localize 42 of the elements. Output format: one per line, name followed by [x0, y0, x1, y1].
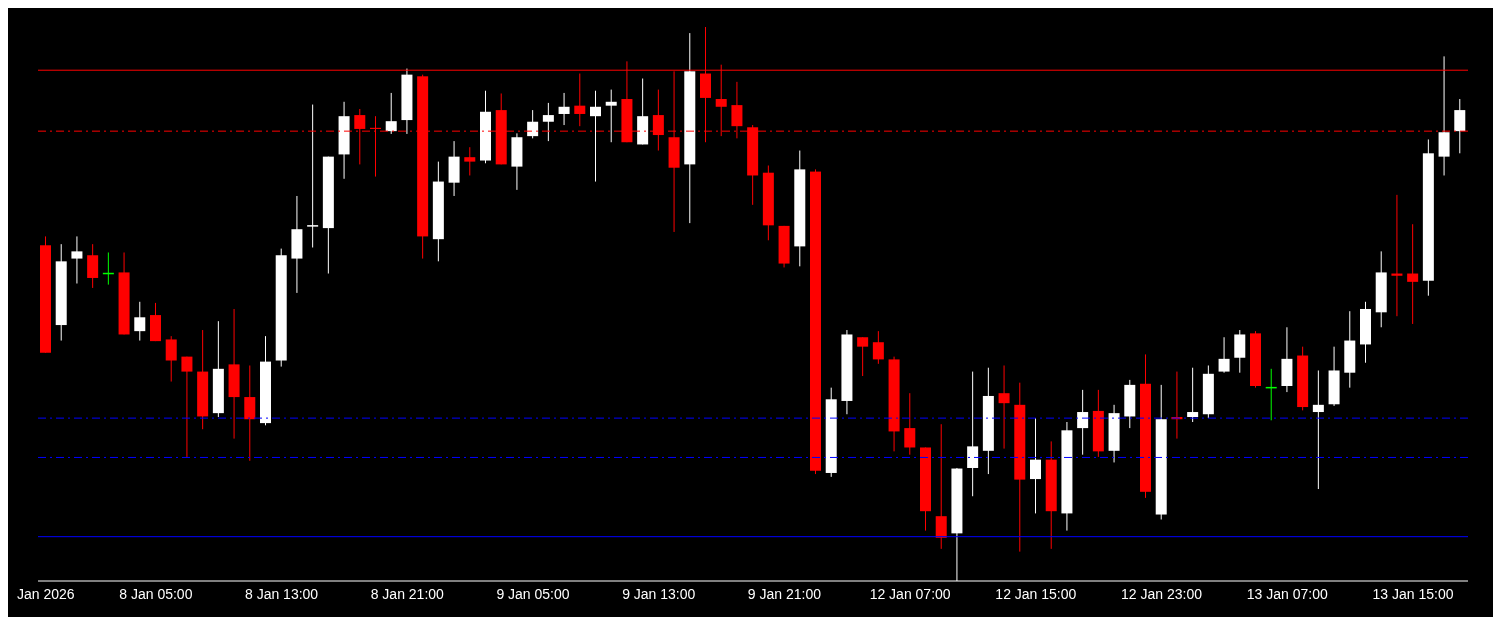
x-tick-label: 8 Jan 21:00 — [370, 585, 445, 602]
candlestick — [87, 243, 99, 289]
candlestick — [165, 335, 177, 383]
candlestick — [857, 336, 869, 377]
candlestick — [244, 364, 256, 462]
x-tick-label: 9 Jan 05:00 — [496, 585, 570, 602]
candlestick — [1391, 194, 1403, 317]
candlestick — [306, 104, 319, 248]
candlestick — [1218, 336, 1230, 374]
candlestick — [872, 330, 884, 365]
candlestick — [71, 235, 83, 284]
candlestick — [1077, 389, 1089, 456]
candlestick — [967, 371, 979, 497]
candlestick — [590, 90, 601, 183]
candlestick — [385, 92, 397, 135]
candlestick — [574, 73, 586, 127]
candlestick — [1234, 329, 1246, 374]
candlestick — [605, 89, 617, 143]
candlestick — [1454, 98, 1466, 154]
x-tick-label: 8 Jan 13:00 — [244, 585, 319, 602]
candlestick — [904, 392, 916, 456]
x-tick-label: 12 Jan 23:00 — [1121, 585, 1203, 602]
candlestick — [558, 92, 570, 126]
x-tick-label: 8 Jan 05:00 — [119, 585, 193, 602]
candlestick — [134, 301, 146, 342]
candlestick — [998, 364, 1010, 450]
candlestick — [527, 109, 539, 139]
x-tick-label: 13 Jan 15:00 — [1372, 585, 1454, 602]
x-tick-label: 13 Jan 07:00 — [1246, 585, 1328, 602]
candlestick — [935, 423, 947, 550]
x-tick-label: 9 Jan 13:00 — [622, 585, 696, 602]
candlestick — [1187, 367, 1199, 423]
candlestick — [1030, 417, 1041, 514]
x-tick-label: 12 Jan 15:00 — [995, 585, 1077, 602]
x-tick-label: Jan 2026 — [17, 585, 75, 602]
x-tick-label: 9 Jan 21:00 — [747, 585, 822, 602]
candlestick — [1407, 223, 1419, 325]
candlestick — [542, 102, 554, 142]
candlestick — [181, 356, 193, 458]
x-tick-label: 12 Jan 07:00 — [869, 585, 951, 602]
candlestick — [1312, 369, 1324, 490]
candlestick — [464, 146, 476, 176]
